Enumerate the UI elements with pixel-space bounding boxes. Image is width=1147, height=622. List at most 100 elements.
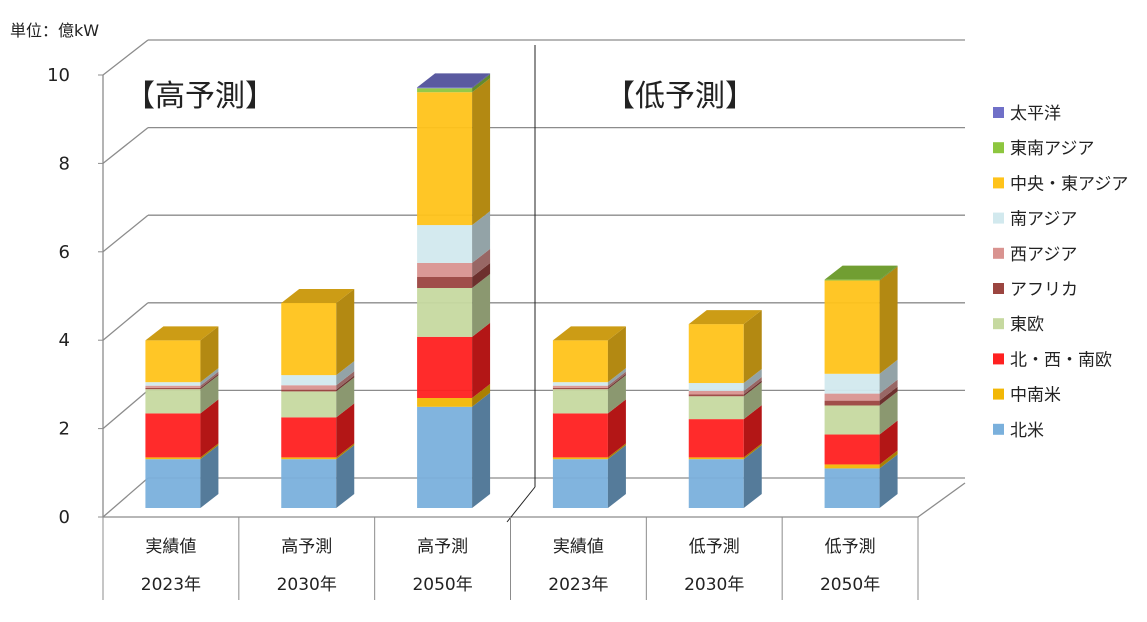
legend-label: 中央・東アジア: [1010, 174, 1128, 194]
bar-segment-side: [336, 288, 355, 376]
bar-segment-side: [336, 443, 355, 460]
bar-segment: [281, 459, 337, 508]
bar-segment-side: [472, 322, 491, 398]
bar-segment: [281, 375, 337, 386]
bar-segment: [552, 387, 608, 390]
bar-segment-top: [417, 73, 491, 88]
gridline-depth: [102, 39, 149, 76]
bar-segment: [688, 457, 744, 460]
gridline-depth: [102, 214, 149, 253]
bar-segment-top: [824, 265, 898, 280]
legend-label: 東南アジア: [1010, 139, 1094, 159]
bar-segment-side: [607, 371, 626, 388]
bar-segment-side: [879, 265, 898, 281]
bar-segment: [417, 88, 473, 93]
bar-segment-top: [688, 310, 762, 325]
x-category-label: 2050年: [412, 575, 472, 595]
bar-segment: [145, 382, 201, 386]
bar-segment: [552, 382, 608, 386]
bar-segment-top: [145, 326, 219, 341]
bar-segment: [281, 385, 337, 390]
bar-segment-side: [607, 443, 626, 460]
bar-segment-side: [200, 399, 219, 458]
bar-segment: [417, 406, 473, 508]
y-tick-label: 10: [47, 65, 70, 86]
bar-segment-side: [879, 359, 898, 394]
legend-label: 西アジア: [1010, 245, 1077, 265]
legend-swatch: [993, 423, 1004, 435]
bar-segment: [145, 389, 201, 414]
legend-swatch: [993, 283, 1004, 294]
bar-segment-side: [336, 361, 355, 386]
bar-segment: [145, 459, 201, 508]
bar-segment: [417, 87, 473, 89]
bar-segment: [552, 340, 608, 383]
x-category-label: 2023年: [548, 575, 608, 595]
bar-segment: [824, 464, 880, 469]
bar-segment-side: [472, 211, 491, 263]
bar-segment: [417, 92, 473, 226]
bar-segment: [145, 387, 201, 390]
bar-segment-side: [336, 375, 355, 392]
x-category-label: 低予測: [825, 537, 876, 557]
bar-segment: [145, 340, 201, 383]
section-label-high: 【高予測】: [125, 79, 275, 114]
bar-segment-top: [552, 326, 626, 341]
bar-segment: [824, 393, 880, 401]
bar-segment: [824, 279, 880, 281]
bar-segment-side: [472, 73, 491, 89]
legend-swatch: [993, 318, 1004, 330]
bar-segment: [552, 457, 608, 460]
bar-segment-side: [879, 450, 898, 469]
x-category-label: 実績値: [145, 537, 196, 557]
bar-segment-side: [472, 263, 491, 288]
bar-segment-side: [743, 382, 762, 420]
bar-segment-side: [336, 377, 355, 418]
unit-label: 単位：億kW: [10, 21, 99, 40]
bar-segment-side: [336, 371, 355, 390]
x-category-label: 低予測: [689, 537, 740, 557]
bar-segment-side: [743, 376, 762, 395]
x-category-label: 2023年: [141, 575, 201, 595]
bar-segment-side: [879, 420, 898, 465]
y-tick-label: 6: [59, 242, 70, 263]
bar-segment: [824, 280, 880, 374]
y-tick-label: 0: [59, 507, 70, 528]
bar-segment-side: [743, 405, 762, 458]
legend-label: 太平洋: [1010, 104, 1061, 124]
gridline-depth: [102, 302, 149, 341]
bar-segment: [145, 413, 201, 458]
bar-segment-side: [743, 310, 762, 384]
legend-swatch: [993, 142, 1004, 154]
gridline-depth: [102, 477, 149, 518]
bar-segment: [281, 389, 337, 392]
bar-segment: [145, 385, 201, 388]
bar-segment: [824, 434, 880, 465]
bar-segment-side: [607, 375, 626, 414]
bar-segment: [824, 468, 880, 508]
floor-right-edge: [917, 482, 966, 518]
bar-segment: [417, 262, 473, 277]
bar-segment: [145, 457, 201, 460]
bar-segment-side: [200, 373, 219, 390]
bar-segment: [417, 225, 473, 263]
bar-segment-side: [336, 403, 355, 458]
gridline-depth: [102, 389, 149, 430]
bar-segment-side: [743, 380, 762, 397]
bar-segment: [417, 277, 473, 288]
bar-segment-side: [879, 386, 898, 406]
legend-label: 北・西・南欧: [1010, 350, 1112, 370]
x-category-label: 高予測: [417, 537, 468, 557]
legend-swatch: [993, 247, 1004, 259]
bar-segment-side: [607, 373, 626, 390]
x-category-label: 2050年: [820, 575, 880, 595]
bar-segment-side: [472, 274, 491, 337]
legend-swatch: [993, 177, 1004, 189]
bar-segment: [281, 457, 337, 460]
y-tick-label: 4: [59, 330, 70, 351]
bar-segment-side: [200, 326, 219, 383]
legend-label: 北米: [1010, 421, 1044, 441]
bar-segment-side: [200, 368, 219, 386]
bar-segment-side: [200, 443, 219, 460]
